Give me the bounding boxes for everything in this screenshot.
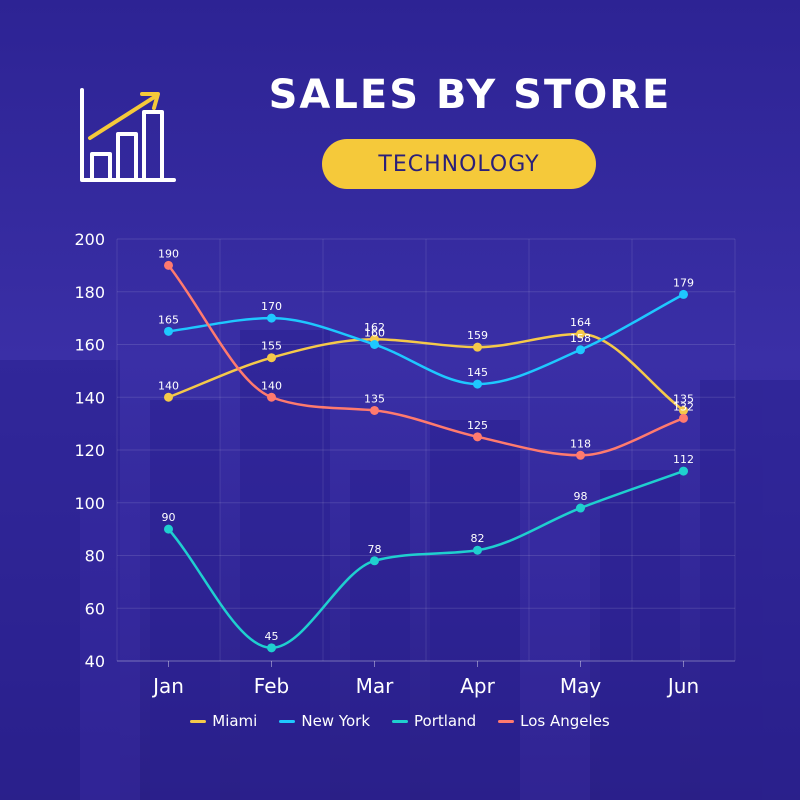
data-point-miami [576,329,585,339]
x-tick-label: Jan [151,674,184,698]
data-label-miami: 155 [261,340,282,353]
data-label-portland: 78 [368,543,382,556]
data-point-los-angeles [679,413,688,423]
category-badge: TECHNOLOGY [322,139,596,189]
data-label-miami: 159 [467,329,488,342]
data-point-miami [267,353,276,363]
legend-item-los-angeles: Los Angeles [498,712,610,730]
data-point-portland [370,556,379,566]
bar-chart-growth-icon [80,88,176,182]
data-label-new-york: 160 [364,327,385,340]
y-tick-label: 120 [74,441,105,460]
data-point-los-angeles [164,260,173,270]
x-tick-label: Jun [666,674,699,698]
legend-label: New York [301,712,371,730]
series-line-new-york [168,293,685,386]
data-label-new-york: 179 [673,276,694,289]
data-point-los-angeles [267,392,276,402]
y-tick-label: 40 [85,652,105,671]
data-label-portland: 82 [471,532,485,545]
series-line-miami [168,332,685,412]
data-label-miami: 140 [158,379,179,392]
legend-item-new-york: New York [279,712,370,730]
legend-swatch [279,719,296,723]
data-label-los-angeles: 125 [467,419,488,432]
data-point-miami [473,342,482,352]
data-point-portland [473,545,482,555]
series-line-los-angeles [167,264,684,457]
data-label-miami: 135 [673,392,694,405]
legend-label: Los Angeles [520,712,610,730]
data-point-new-york [370,340,379,349]
data-label-new-york: 170 [261,300,282,313]
legend-item-portland: Portland [392,712,476,730]
data-label-new-york: 158 [570,332,591,345]
x-tick-label: May [560,674,602,698]
data-point-new-york [576,345,585,355]
chart-legend: Miami New York Portland Los Angeles [0,712,800,730]
y-tick-label: 180 [74,283,105,302]
page-title: SALES BY STORE [268,72,672,118]
data-label-portland: 98 [574,490,588,503]
data-point-los-angeles [576,450,585,460]
data-label-miami: 162 [364,321,385,334]
y-tick-label: 140 [74,388,105,407]
legend-swatch [190,719,207,723]
category-badge-label: TECHNOLOGY [378,151,540,177]
data-label-portland: 112 [673,453,694,466]
data-label-portland: 45 [265,630,279,643]
data-label-new-york: 165 [158,313,179,326]
y-tick-label: 80 [85,547,105,566]
legend-label: Miami [212,712,258,730]
data-point-portland [576,503,585,513]
y-tick-label: 160 [74,336,105,355]
x-tick-label: Apr [460,674,495,698]
legend-swatch [392,719,409,723]
data-label-los-angeles: 132 [673,400,694,413]
data-label-los-angeles: 190 [158,247,179,260]
y-tick-label: 60 [85,599,105,618]
data-point-new-york [267,313,276,323]
data-point-los-angeles [370,405,379,415]
data-point-new-york [164,326,173,336]
data-point-new-york [473,379,482,389]
data-label-new-york: 145 [467,366,488,379]
legend-swatch [498,719,515,723]
data-label-miami: 164 [570,316,591,329]
data-label-portland: 90 [162,511,176,524]
data-point-miami [679,405,688,415]
y-tick-label: 100 [74,494,105,513]
legend-item-miami: Miami [190,712,257,730]
legend-label: Portland [414,712,477,730]
data-point-portland [164,524,173,534]
data-label-los-angeles: 135 [364,392,385,405]
x-tick-label: Feb [254,674,289,698]
data-label-los-angeles: 140 [261,379,282,392]
data-point-new-york [679,289,688,299]
x-tick-label: Mar [356,674,395,698]
data-point-miami [164,392,173,402]
data-point-portland [679,466,688,476]
data-point-portland [267,643,276,653]
data-label-los-angeles: 118 [570,437,591,450]
data-point-los-angeles [473,432,482,442]
y-tick-label: 200 [74,230,105,249]
